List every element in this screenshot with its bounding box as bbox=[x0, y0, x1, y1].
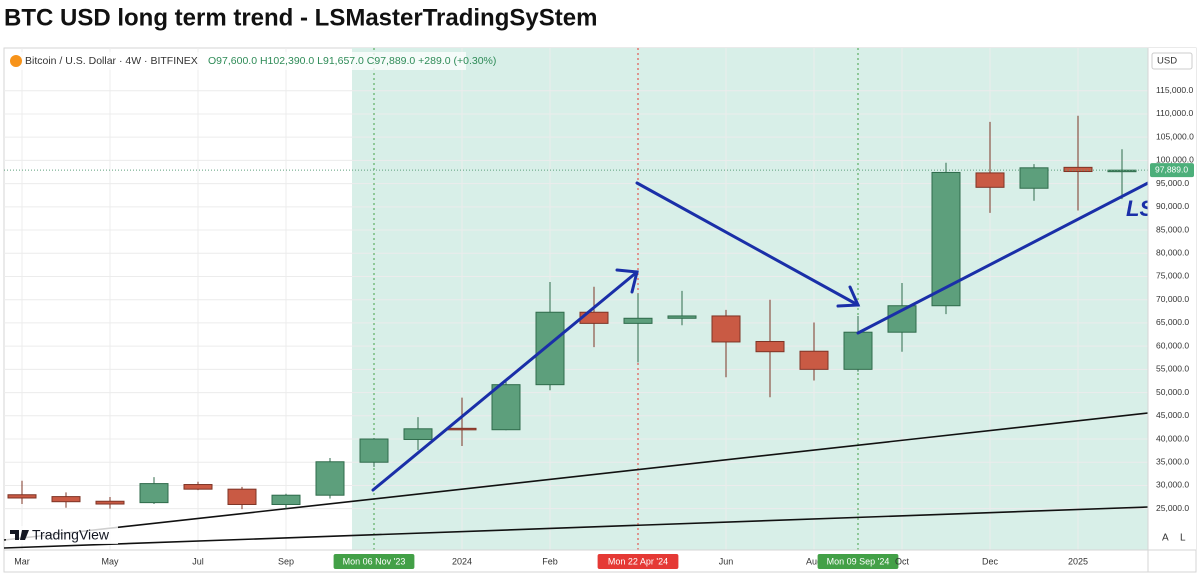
last-price-box bbox=[1150, 163, 1194, 178]
candle-body bbox=[535, 311, 565, 386]
candle-body bbox=[755, 340, 785, 353]
scale-button[interactable]: L bbox=[1180, 533, 1186, 544]
candle-body bbox=[447, 427, 477, 431]
y-tick-label: 30,000.0 bbox=[1156, 480, 1189, 490]
x-tick-label: Oct bbox=[895, 556, 910, 566]
symbol: Bitcoin / U.S. Dollar · 4W · BITFINEX bbox=[25, 55, 198, 67]
logo-icon bbox=[10, 530, 29, 540]
y-tick-label: 80,000.0 bbox=[1156, 248, 1189, 258]
currency-box bbox=[1151, 52, 1193, 70]
candle-body bbox=[975, 172, 1005, 188]
candle-body bbox=[843, 331, 873, 370]
y-tick-label: 65,000.0 bbox=[1156, 317, 1189, 327]
background-layer bbox=[3, 47, 1197, 573]
candle-body bbox=[1107, 169, 1137, 173]
candle-body bbox=[667, 315, 697, 319]
x-axis: Mar May Jul Sep Mon 06 Nov '23 2024 Feb Mon 22 … bbox=[14, 554, 1088, 569]
x-tick-label: 2025 bbox=[1068, 556, 1088, 566]
date-marker-bg bbox=[597, 554, 679, 569]
candle-body bbox=[227, 488, 257, 505]
y-tick-label: 105,000.0 bbox=[1156, 131, 1194, 141]
y-tick-label: 40,000.0 bbox=[1156, 433, 1189, 443]
candles bbox=[4, 115, 1148, 510]
y-tick-label: 25,000.0 bbox=[1156, 503, 1189, 513]
y-tick-label: 110,000.0 bbox=[1156, 108, 1193, 118]
arrow-head bbox=[836, 285, 861, 308]
arrow bbox=[635, 181, 860, 307]
x-tick-label: Mon 09 Sep '24 bbox=[827, 556, 890, 566]
chart-title: BTC USD long term trend - LSMasterTradin… bbox=[4, 4, 597, 31]
candle-body bbox=[183, 484, 213, 490]
candle-body bbox=[799, 350, 829, 370]
x-tick-label: Aug bbox=[806, 556, 822, 566]
ohlc: O97,600.0 H102,390.0 L91,657.0 C97,889.0… bbox=[208, 55, 496, 67]
y-tick-label: 70,000.0 bbox=[1156, 294, 1189, 304]
highlight-zone bbox=[352, 48, 1148, 550]
x-tick-label: Dec bbox=[982, 556, 999, 566]
trend-lines bbox=[3, 412, 1149, 549]
y-tick-label: 90,000.0 bbox=[1156, 201, 1189, 211]
candle-body bbox=[711, 315, 741, 343]
y-tick-label: 75,000.0 bbox=[1156, 271, 1189, 281]
y-tick-label: 45,000.0 bbox=[1156, 410, 1189, 420]
y-tick-label: 85,000.0 bbox=[1156, 224, 1189, 234]
date-marker-bg bbox=[817, 554, 899, 569]
candle-body bbox=[1063, 166, 1093, 173]
x-tick-label: Jul bbox=[192, 556, 204, 566]
trend-arrow bbox=[856, 181, 1150, 335]
trend-line bbox=[3, 412, 1149, 541]
candle-body bbox=[623, 317, 653, 324]
x-tick-label: Mar bbox=[14, 556, 30, 566]
candle-body bbox=[403, 428, 433, 440]
candle-body bbox=[359, 438, 389, 463]
x-tick-label: May bbox=[101, 556, 119, 566]
x-tick-label: Sep bbox=[278, 556, 294, 566]
candle-body bbox=[139, 483, 169, 504]
candle-body bbox=[271, 494, 301, 505]
trend-line bbox=[3, 506, 1149, 549]
last-price-label: 97,889.0 bbox=[1155, 164, 1188, 174]
axis-panel: USD A L bbox=[4, 48, 1196, 572]
arrow bbox=[371, 270, 639, 492]
y-tick-label: 35,000.0 bbox=[1156, 456, 1189, 466]
candle-body bbox=[315, 461, 345, 496]
logo-bg bbox=[6, 526, 118, 544]
x-tick-label: Mon 06 Nov '23 bbox=[343, 556, 406, 566]
candle-body bbox=[51, 496, 81, 503]
x-tick-label: Jun bbox=[719, 556, 734, 566]
price-axis-bg bbox=[1148, 48, 1196, 550]
candle-body bbox=[931, 171, 961, 307]
x-tick-label: 2024 bbox=[452, 556, 472, 566]
candle-body bbox=[95, 500, 125, 505]
legend-header: Bitcoin / U.S. Dollar · 4W · BITFINEX O9… bbox=[8, 52, 496, 70]
btc-icon bbox=[10, 55, 22, 67]
y-axis: 25,000.0 30,000.0 35,000.0 40,000.0 45,000.0… bbox=[1150, 85, 1194, 513]
y-tick-label: 50,000.0 bbox=[1156, 387, 1189, 397]
scale-button[interactable]: A bbox=[1162, 533, 1169, 544]
logo-text: TradingView bbox=[32, 527, 110, 543]
x-tick-label: Feb bbox=[542, 556, 558, 566]
logo: TradingView bbox=[6, 526, 118, 544]
drawings bbox=[371, 181, 1150, 492]
arrow-head bbox=[615, 268, 639, 294]
y-tick-label: 100,000.0 bbox=[1156, 155, 1194, 165]
date-marker-bg bbox=[333, 554, 415, 569]
x-tick-label: Mon 22 Apr '24 bbox=[608, 556, 668, 566]
y-tick-label: 95,000.0 bbox=[1156, 178, 1189, 188]
y-tick-label: 60,000.0 bbox=[1156, 340, 1189, 350]
currency: USD bbox=[1157, 56, 1177, 67]
candle-body bbox=[491, 384, 521, 431]
grid bbox=[4, 48, 1148, 550]
y-tick-label: 115,000.0 bbox=[1156, 85, 1193, 95]
candle-body bbox=[1019, 167, 1049, 189]
candle-body bbox=[7, 494, 37, 499]
header-bg bbox=[8, 52, 466, 70]
y-tick-label: 55,000.0 bbox=[1156, 364, 1189, 374]
